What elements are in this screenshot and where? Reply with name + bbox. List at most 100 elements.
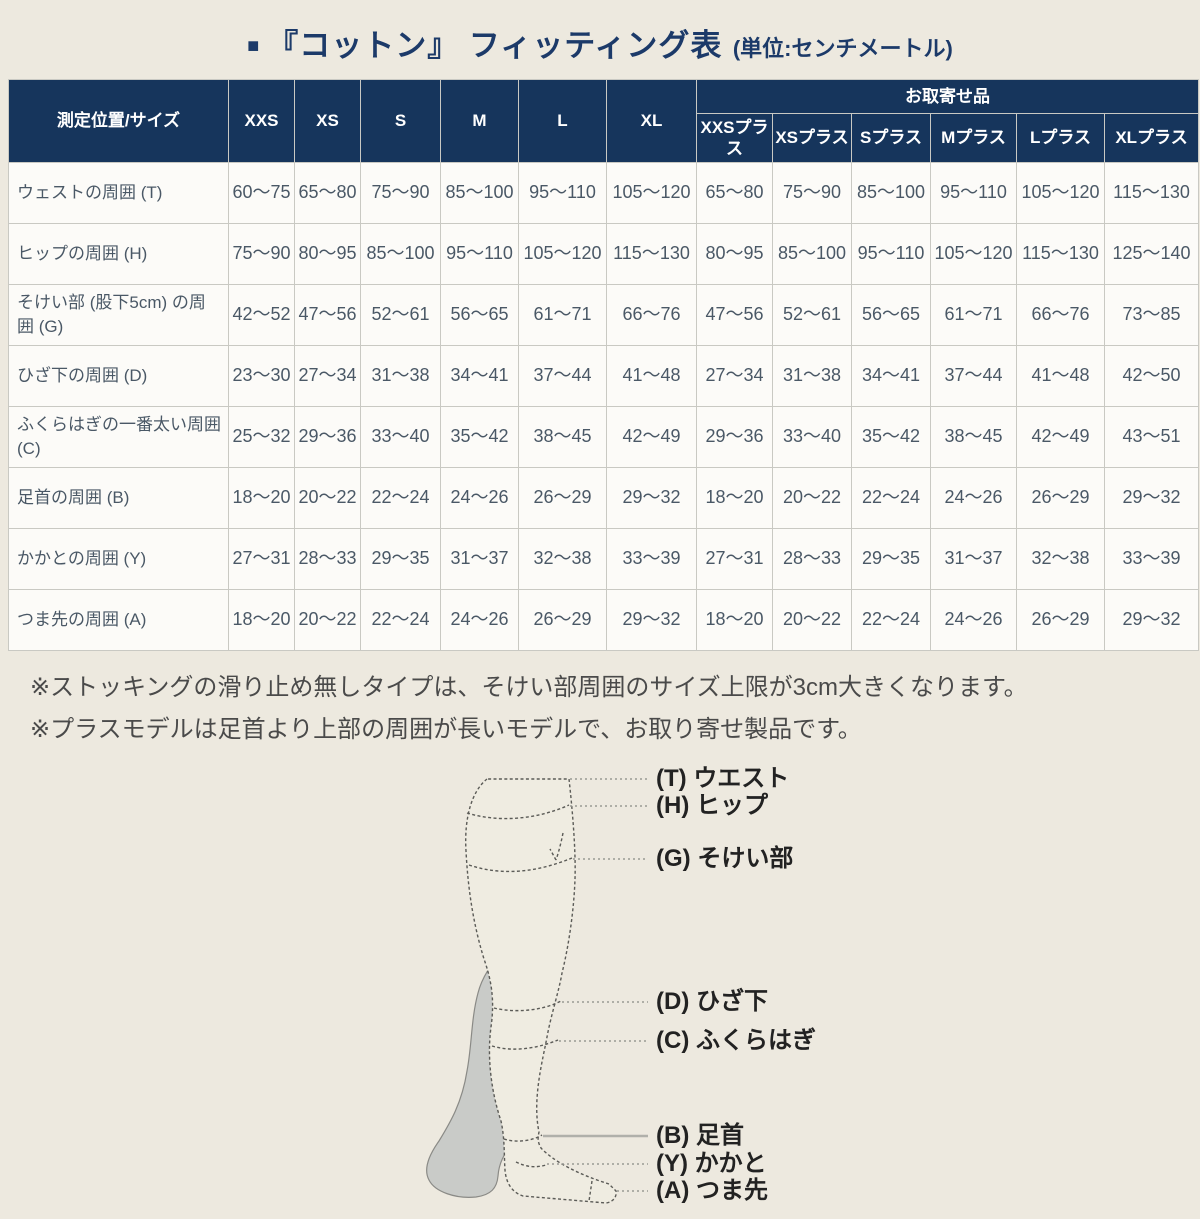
row-label: ひざ下の周囲 (D): [8, 345, 229, 407]
table-row-toe: つま先の周囲 (A) 18〜20 20〜22 22〜24 24〜26 26〜29…: [8, 589, 1200, 651]
col-header-l: L: [518, 79, 607, 163]
size-value-cell: 31〜37: [440, 528, 519, 590]
size-value-cell: 105〜120: [930, 223, 1017, 285]
diagram-label-below-knee: (D) ひざ下: [656, 988, 768, 1015]
size-value-cell: 33〜40: [772, 406, 852, 468]
size-value-cell: 35〜42: [440, 406, 519, 468]
row-label: 足首の周囲 (B): [8, 467, 229, 529]
size-value-cell: 47〜56: [696, 284, 773, 346]
size-value-cell: 75〜90: [360, 162, 441, 224]
square-bullet-icon: ■: [247, 35, 260, 57]
size-value-cell: 105〜120: [606, 162, 697, 224]
diagram-label-waist: (T) ウエスト: [656, 765, 790, 792]
diagram-label-heel: (Y) かかと: [656, 1150, 767, 1177]
col-header-m-plus: Mプラス: [930, 113, 1017, 163]
size-value-cell: 73〜85: [1103, 284, 1200, 346]
size-value-cell: 85〜100: [360, 223, 441, 285]
diagram-label-groin: (G) そけい部: [656, 845, 794, 872]
size-value-cell: 26〜29: [1016, 467, 1105, 529]
size-value-cell: 61〜71: [518, 284, 607, 346]
size-value-cell: 20〜22: [772, 589, 852, 651]
size-value-cell: 105〜120: [518, 223, 607, 285]
footnote-plus-model: ※プラスモデルは足首より上部の周囲が長いモデルで、お取り寄せ製品です。: [30, 716, 862, 743]
size-value-cell: 35〜42: [851, 406, 931, 468]
size-value-cell: 42〜49: [606, 406, 697, 468]
table-row-groin: そけい部 (股下5cm) の周囲 (G) 42〜52 47〜56 52〜61 5…: [8, 284, 1200, 346]
size-value-cell: 41〜48: [606, 345, 697, 407]
fitting-table: 測定位置/サイズ XXS XS S M L XL お取寄せ品 XXSプラス XS…: [8, 79, 1200, 651]
size-value-cell: 105〜120: [1016, 162, 1105, 224]
leg-diagram-svg: [426, 778, 648, 1204]
size-value-cell: 20〜22: [294, 589, 361, 651]
size-value-cell: 42〜52: [228, 284, 295, 346]
table-row-ankle: 足首の周囲 (B) 18〜20 20〜22 22〜24 24〜26 26〜29 …: [8, 467, 1200, 529]
size-value-cell: 61〜71: [930, 284, 1017, 346]
size-value-cell: 18〜20: [228, 589, 295, 651]
footnotes: ※ストッキングの滑り止め無しタイプは、そけい部周囲のサイズ上限が3cm大きくなり…: [30, 667, 1200, 751]
size-value-cell: 56〜65: [851, 284, 931, 346]
size-value-cell: 25〜32: [228, 406, 295, 468]
size-value-cell: 27〜34: [696, 345, 773, 407]
col-header-l-plus: Lプラス: [1016, 113, 1105, 163]
size-value-cell: 20〜22: [772, 467, 852, 529]
size-value-cell: 27〜31: [696, 528, 773, 590]
front-leg-shape: [464, 778, 617, 1204]
size-value-cell: 41〜48: [1016, 345, 1105, 407]
col-header-xs: XS: [294, 79, 361, 163]
size-value-cell: 42〜50: [1103, 345, 1200, 407]
size-value-cell: 95〜110: [518, 162, 607, 224]
table-row-calf: ふくらはぎの一番太い周囲 (C) 25〜32 29〜36 33〜40 35〜42…: [8, 406, 1200, 468]
corner-header: 測定位置/サイズ: [8, 79, 229, 163]
size-value-cell: 29〜32: [606, 467, 697, 529]
size-value-cell: 33〜40: [360, 406, 441, 468]
size-value-cell: 33〜39: [1103, 528, 1200, 590]
size-value-cell: 32〜38: [1016, 528, 1105, 590]
col-header-xxs-plus: XXSプラス: [696, 113, 773, 163]
col-header-m: M: [440, 79, 519, 163]
col-header-xl-plus: XLプラス: [1103, 113, 1200, 163]
size-value-cell: 65〜80: [696, 162, 773, 224]
diagram-label-hip: (H) ヒップ: [656, 792, 768, 819]
page-title-text: 『コットン』 フィッティング表: [267, 28, 723, 63]
size-value-cell: 52〜61: [360, 284, 441, 346]
col-header-xl: XL: [606, 79, 697, 163]
size-value-cell: 29〜35: [851, 528, 931, 590]
size-value-cell: 33〜39: [606, 528, 697, 590]
size-value-cell: 31〜37: [930, 528, 1017, 590]
size-value-cell: 31〜38: [772, 345, 852, 407]
diagram-label-calf: (C) ふくらはぎ: [656, 1027, 816, 1054]
size-value-cell: 26〜29: [1016, 589, 1105, 651]
table-row-hip: ヒップの周囲 (H) 75〜90 80〜95 85〜100 95〜110 105…: [8, 223, 1200, 285]
size-value-cell: 29〜36: [696, 406, 773, 468]
row-label: そけい部 (股下5cm) の周囲 (G): [8, 284, 229, 346]
size-value-cell: 75〜90: [772, 162, 852, 224]
size-value-cell: 95〜110: [440, 223, 519, 285]
size-value-cell: 27〜34: [294, 345, 361, 407]
size-value-cell: 52〜61: [772, 284, 852, 346]
col-header-s: S: [360, 79, 441, 163]
size-value-cell: 66〜76: [1016, 284, 1105, 346]
diagram-label-ankle: (B) 足首: [656, 1122, 744, 1149]
col-header-s-plus: Sプラス: [851, 113, 931, 163]
size-value-cell: 24〜26: [930, 589, 1017, 651]
size-value-cell: 75〜90: [228, 223, 295, 285]
size-value-cell: 18〜20: [228, 467, 295, 529]
size-value-cell: 47〜56: [294, 284, 361, 346]
table-row-waist: ウェストの周囲 (T) 60〜75 65〜80 75〜90 85〜100 95〜…: [8, 162, 1200, 224]
size-value-cell: 27〜31: [228, 528, 295, 590]
size-value-cell: 115〜130: [1103, 162, 1200, 224]
size-value-cell: 60〜75: [228, 162, 295, 224]
size-value-cell: 32〜38: [518, 528, 607, 590]
size-value-cell: 29〜35: [360, 528, 441, 590]
size-value-cell: 38〜45: [518, 406, 607, 468]
page-title: ■ 『コットン』 フィッティング表 (単位:センチメートル): [0, 0, 1200, 65]
size-value-cell: 65〜80: [294, 162, 361, 224]
measurement-lines: [466, 804, 593, 1202]
size-value-cell: 95〜110: [851, 223, 931, 285]
size-value-cell: 20〜22: [294, 467, 361, 529]
size-value-cell: 38〜45: [930, 406, 1017, 468]
size-value-cell: 43〜51: [1103, 406, 1200, 468]
size-value-cell: 56〜65: [440, 284, 519, 346]
size-value-cell: 26〜29: [518, 589, 607, 651]
size-value-cell: 80〜95: [696, 223, 773, 285]
